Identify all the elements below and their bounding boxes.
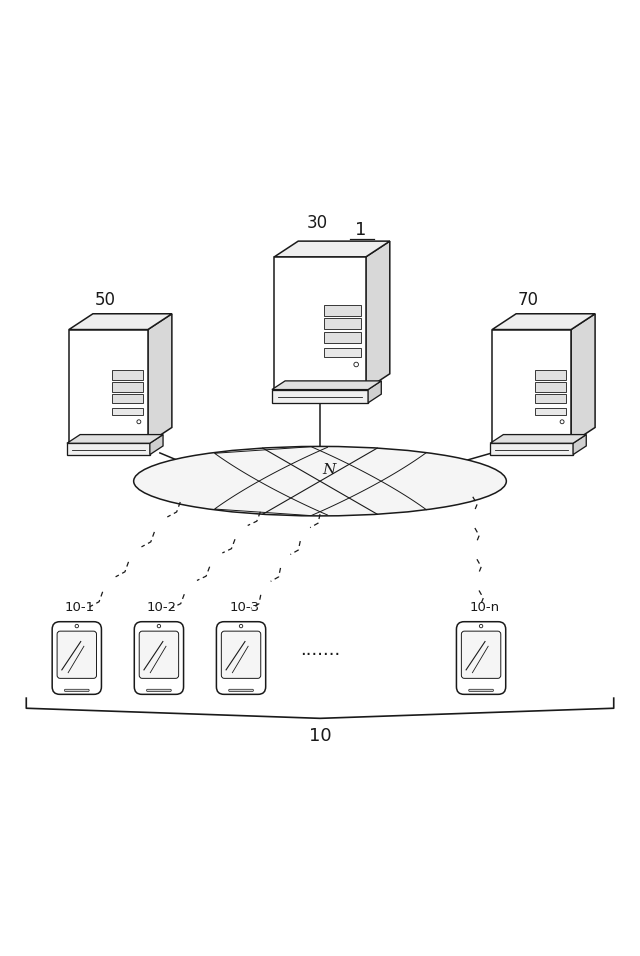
Polygon shape — [272, 389, 368, 402]
Polygon shape — [535, 370, 566, 380]
Text: N: N — [323, 464, 336, 477]
Polygon shape — [535, 394, 566, 403]
Polygon shape — [490, 444, 573, 455]
Text: 10-n: 10-n — [469, 601, 499, 614]
FancyBboxPatch shape — [147, 689, 172, 691]
Polygon shape — [366, 241, 390, 389]
Text: 1: 1 — [355, 221, 367, 239]
Polygon shape — [490, 435, 586, 444]
Text: 50: 50 — [95, 291, 116, 309]
Polygon shape — [573, 435, 586, 455]
Text: .......: ....... — [300, 641, 340, 659]
Polygon shape — [324, 348, 361, 357]
Text: 10-1: 10-1 — [65, 601, 95, 614]
FancyBboxPatch shape — [65, 689, 89, 691]
Polygon shape — [67, 435, 163, 444]
Polygon shape — [324, 318, 361, 330]
Polygon shape — [111, 382, 143, 392]
Polygon shape — [324, 332, 361, 343]
Polygon shape — [535, 382, 566, 392]
FancyBboxPatch shape — [461, 631, 500, 679]
Text: 70: 70 — [518, 291, 539, 309]
Polygon shape — [535, 407, 566, 415]
FancyBboxPatch shape — [216, 621, 266, 694]
Polygon shape — [150, 435, 163, 455]
FancyBboxPatch shape — [456, 621, 506, 694]
Polygon shape — [148, 314, 172, 444]
Polygon shape — [69, 330, 148, 444]
Text: 10-3: 10-3 — [229, 601, 259, 614]
Polygon shape — [272, 380, 381, 389]
Text: 10: 10 — [308, 728, 332, 745]
FancyBboxPatch shape — [134, 621, 184, 694]
Polygon shape — [492, 314, 595, 330]
Polygon shape — [274, 257, 366, 389]
Polygon shape — [111, 394, 143, 403]
FancyBboxPatch shape — [228, 689, 253, 691]
Polygon shape — [324, 305, 361, 315]
Polygon shape — [368, 380, 381, 402]
Polygon shape — [492, 330, 571, 444]
Polygon shape — [111, 370, 143, 380]
FancyBboxPatch shape — [57, 631, 97, 679]
FancyBboxPatch shape — [468, 689, 493, 691]
Text: 10-2: 10-2 — [147, 601, 177, 614]
Polygon shape — [571, 314, 595, 444]
Polygon shape — [111, 407, 143, 415]
FancyBboxPatch shape — [52, 621, 102, 694]
Polygon shape — [69, 314, 172, 330]
Ellipse shape — [134, 446, 506, 516]
Polygon shape — [67, 444, 150, 455]
Text: 30: 30 — [307, 213, 328, 231]
FancyBboxPatch shape — [221, 631, 260, 679]
FancyBboxPatch shape — [140, 631, 179, 679]
Polygon shape — [274, 241, 390, 257]
